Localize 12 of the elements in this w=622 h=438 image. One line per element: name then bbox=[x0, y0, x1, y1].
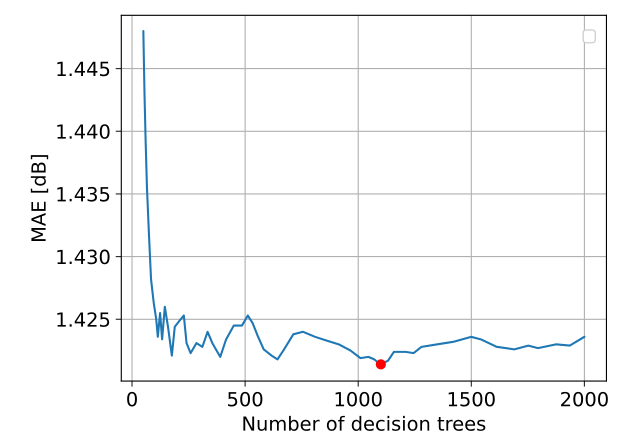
x-axis-title: Number of decision trees bbox=[243, 416, 486, 431]
y-axis-title: MAE [dB] bbox=[30, 155, 48, 241]
x-tick-label: 2000 bbox=[561, 392, 608, 407]
x-tick-label: 0 bbox=[127, 392, 137, 407]
y-tick-label: 1.425 bbox=[57, 312, 110, 327]
x-tick-label: 1000 bbox=[336, 392, 382, 407]
x-tick-label: 1500 bbox=[448, 392, 495, 407]
y-tick-label: 1.435 bbox=[57, 186, 110, 202]
y-tick-label: 1.445 bbox=[57, 62, 110, 76]
y-tick-label: 1.440 bbox=[57, 124, 110, 139]
y-tick-label: 1.430 bbox=[57, 250, 110, 264]
x-tick-label: 500 bbox=[228, 392, 262, 407]
